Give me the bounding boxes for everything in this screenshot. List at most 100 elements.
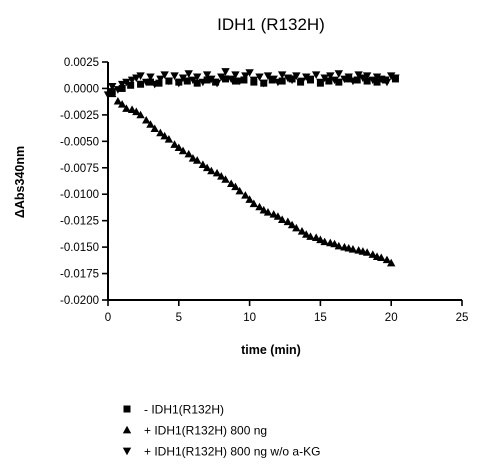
data-point (174, 79, 183, 88)
data-point (241, 191, 250, 199)
series-3 (103, 68, 400, 99)
data-point (164, 77, 174, 86)
legend-marker (123, 405, 131, 413)
data-point (320, 237, 329, 246)
data-point (217, 73, 226, 82)
data-point (326, 72, 335, 80)
data-point (188, 154, 198, 162)
data-point (193, 79, 201, 87)
data-point (118, 84, 126, 92)
data-point (170, 72, 179, 80)
data-point (368, 250, 377, 258)
data-point (297, 77, 307, 86)
data-point (354, 71, 363, 79)
data-point (160, 131, 169, 140)
data-point (391, 74, 400, 83)
y-tick-label: 0.0025 (64, 57, 99, 69)
data-point (235, 77, 244, 86)
data-point (222, 75, 230, 83)
data-point (277, 71, 287, 79)
data-point (269, 75, 278, 84)
data-point (382, 255, 392, 264)
data-point (353, 76, 361, 84)
data-point (155, 79, 163, 87)
data-point (259, 79, 268, 88)
data-point (311, 71, 321, 79)
data-point (249, 76, 259, 85)
data-point (103, 91, 113, 99)
x-tick-label: 5 (176, 312, 182, 324)
data-point (156, 128, 165, 137)
data-point (368, 76, 377, 85)
y-tick-label: -0.0025 (60, 110, 99, 122)
data-point (164, 135, 174, 143)
data-point (325, 77, 333, 85)
data-point (344, 73, 353, 82)
data-point (231, 71, 240, 79)
data-point (335, 78, 343, 86)
data-point (348, 245, 358, 253)
data-point (348, 77, 358, 86)
data-point (113, 96, 123, 105)
series-2 (108, 89, 396, 267)
data-point (340, 75, 349, 84)
legend-marker (122, 425, 132, 434)
data-point (316, 235, 325, 244)
data-point (358, 74, 368, 83)
data-point (221, 68, 230, 76)
x-tick-label: 20 (385, 312, 398, 324)
y-tick-label: -0.0100 (60, 189, 99, 201)
data-point (156, 75, 165, 84)
y-axis-label: ΔAbs340nm (13, 146, 27, 218)
data-point (231, 77, 239, 85)
data-point (198, 78, 208, 87)
chart-title: IDH1 (R132H) (217, 15, 325, 34)
data-point (122, 104, 131, 112)
y-tick-label: -0.0150 (60, 242, 99, 254)
data-point (292, 223, 301, 232)
data-point (183, 77, 191, 85)
data-point (198, 160, 208, 168)
data-point (188, 76, 198, 85)
data-point (217, 172, 226, 180)
data-point (127, 76, 137, 85)
data-point (306, 232, 315, 240)
data-point (122, 78, 131, 87)
data-point (292, 72, 301, 80)
x-tick-label: 15 (314, 312, 327, 324)
x-tick-label: 0 (105, 312, 111, 324)
x-tick-label: 10 (243, 312, 256, 324)
data-point (117, 100, 127, 108)
data-point (287, 76, 297, 85)
data-point (330, 76, 339, 85)
data-point (387, 258, 396, 267)
x-axis: 0 5 10 15 20 25 (105, 300, 468, 324)
data-point (382, 78, 392, 87)
legend-marker (122, 447, 132, 456)
legend-label: - IDH1(R132H) (144, 403, 224, 417)
data-point (377, 253, 386, 262)
data-point (362, 248, 372, 256)
data-point (334, 70, 344, 78)
data-point (231, 182, 240, 191)
x-axis-label: time (min) (241, 343, 301, 357)
data-point (226, 75, 236, 84)
legend-label: + IDH1(R132H) 800 ng w/o a-KG (144, 445, 320, 459)
data-point (212, 168, 222, 177)
data-point (277, 215, 287, 223)
data-point (287, 220, 297, 229)
data-point (316, 78, 325, 87)
data-point (263, 72, 273, 80)
data-point (113, 86, 123, 94)
data-point (273, 78, 283, 87)
plot-area (107, 62, 462, 301)
data-point (240, 76, 248, 84)
data-point (207, 166, 216, 175)
data-point (255, 73, 264, 82)
data-point (178, 74, 188, 83)
data-point (377, 75, 386, 84)
legend-label: + IDH1(R132H) 800 ng (144, 424, 267, 438)
data-point (273, 212, 283, 220)
data-point (136, 110, 145, 119)
